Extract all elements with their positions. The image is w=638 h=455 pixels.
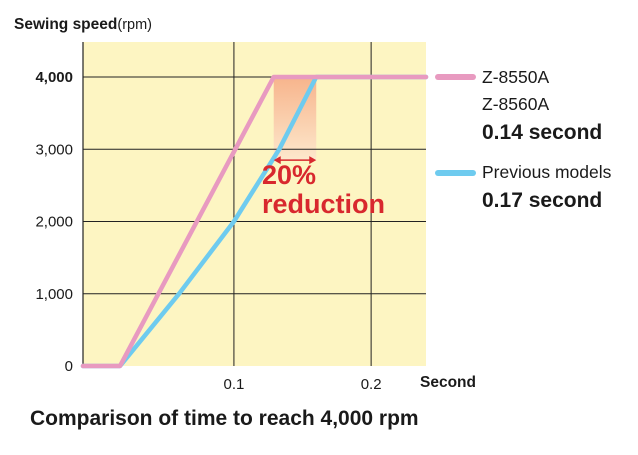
plot-area: [83, 42, 426, 366]
arrow-head-left: [273, 156, 281, 165]
x-axis-title: Second: [420, 374, 476, 391]
y-tick-label: 2,000: [35, 214, 73, 231]
x-tick-label: 0.2: [361, 376, 382, 393]
y-axis-title: Sewing speed(rpm): [14, 16, 152, 33]
legend-time-previous: 0.17 second: [482, 189, 602, 212]
x-tick-labels: 0.1 0.2: [223, 376, 381, 393]
annotation-percent: 20%: [262, 160, 316, 190]
x-tick-label: 0.1: [223, 376, 244, 393]
series-lines: [80, 74, 429, 369]
chart-title: Comparison of time to reach 4,000 rpm: [30, 407, 419, 430]
series-line-new: [80, 74, 429, 369]
y-tick-labels: 0 1,000 2,000 3,000 4,000: [35, 69, 73, 375]
reduction-arrow: [273, 156, 317, 165]
y-tick-label: 1,000: [35, 286, 73, 303]
y-tick-label: 3,000: [35, 141, 73, 158]
legend: Z-8550A Z-8560A 0.14 second Previous mod…: [435, 67, 612, 212]
legend-label-new-line1: Z-8550A: [482, 67, 549, 87]
arrow-head-right: [309, 156, 317, 165]
y-tick-label: 0: [65, 358, 73, 375]
annotation-reduction: reduction: [262, 189, 385, 219]
y-tick-label: 4,000: [35, 69, 73, 86]
legend-label-new-line2: Z-8560A: [482, 94, 549, 114]
legend-time-new: 0.14 second: [482, 121, 602, 144]
legend-label-previous: Previous models: [482, 162, 612, 182]
